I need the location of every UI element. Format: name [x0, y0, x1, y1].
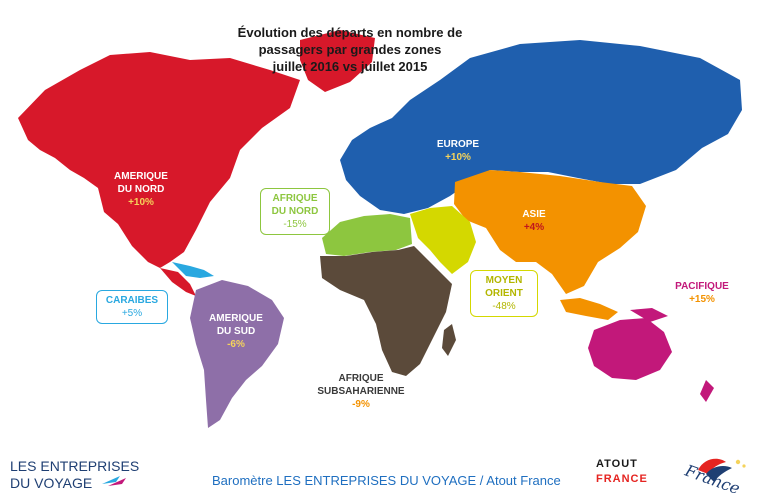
label-north-africa: AFRIQUE DU NORD -15%: [260, 188, 330, 235]
logo-line-2: DU VOYAGE: [10, 474, 139, 491]
label-middle-east-value: -48%: [492, 301, 516, 312]
label-north-america-line1: AMERIQUE: [114, 171, 168, 182]
region-subsaharan-africa: [320, 246, 452, 376]
label-caribbean-line1: CARAIBES: [105, 295, 159, 306]
label-north-africa-value: -15%: [283, 219, 307, 230]
region-caribbean: [172, 262, 214, 278]
label-pacific: PACIFIQUE +15%: [674, 280, 730, 306]
label-caribbean: CARAIBES +5%: [96, 290, 168, 324]
france-flag-icon: [698, 458, 746, 482]
logo-line-1: LES ENTREPRISES: [10, 458, 140, 474]
logo-line-2-text: DU VOYAGE: [10, 475, 93, 491]
atout-line-1: ATOUT: [596, 458, 638, 470]
region-new-guinea: [630, 308, 668, 322]
label-south-america-line2: DU SUD: [216, 326, 256, 337]
label-south-america-line1: AMERIQUE: [209, 313, 263, 324]
region-new-zealand: [700, 380, 714, 402]
logo-entreprises-du-voyage: LES ENTREPRISES DU VOYAGE: [10, 458, 139, 491]
label-middle-east: MOYEN ORIENT -48%: [470, 270, 538, 317]
label-europe: EUROPE +10%: [432, 138, 484, 164]
label-north-africa-line2: DU NORD: [271, 206, 319, 217]
label-north-america-line2: DU NORD: [117, 184, 165, 195]
region-europe: [340, 40, 742, 214]
label-north-america: AMERIQUE DU NORD +10%: [104, 170, 178, 209]
label-south-america: AMERIQUE DU SUD -6%: [200, 312, 272, 351]
label-caribbean-value: +5%: [121, 308, 143, 319]
region-north-africa: [322, 214, 412, 256]
label-asia-value: +4%: [523, 222, 545, 233]
title-line-1: Évolution des départs en nombre de: [237, 25, 463, 40]
map-title: Évolution des départs en nombre de passa…: [200, 24, 500, 75]
label-subsaharan-africa: AFRIQUE SUBSAHARIENNE -9%: [316, 372, 406, 411]
region-asia: [454, 170, 646, 294]
label-europe-line1: EUROPE: [436, 139, 480, 150]
region-greenland: [300, 30, 375, 92]
label-asia: ASIE +4%: [514, 208, 554, 234]
region-madagascar: [442, 324, 456, 356]
label-middle-east-line2: ORIENT: [485, 288, 523, 299]
region-se-asia: [560, 298, 618, 320]
region-central-america: [160, 268, 196, 296]
label-subsaharan-africa-line2: SUBSAHARIENNE: [317, 386, 405, 397]
region-north-america: [18, 52, 300, 268]
label-north-africa-line1: AFRIQUE: [272, 193, 318, 204]
label-asia-line1: ASIE: [522, 209, 546, 220]
region-australia: [588, 318, 672, 380]
region-middle-east: [410, 206, 476, 274]
label-subsaharan-africa-value: -9%: [352, 399, 370, 410]
label-pacific-value: +15%: [689, 294, 715, 305]
region-south-america: [190, 280, 284, 428]
title-line-3: juillet 2016 vs juillet 2015: [272, 59, 428, 74]
atout-line-2: FRANCE: [596, 473, 648, 485]
footer-caption: Baromètre LES ENTREPRISES DU VOYAGE / At…: [212, 473, 561, 488]
label-north-america-value: +10%: [128, 197, 154, 208]
title-line-2: passagers par grandes zones: [258, 42, 442, 57]
label-subsaharan-africa-line1: AFRIQUE: [338, 373, 384, 384]
logo-france: France: [676, 452, 756, 498]
label-south-america-value: -6%: [227, 339, 245, 350]
label-europe-value: +10%: [445, 152, 471, 163]
label-pacific-line1: PACIFIQUE: [675, 281, 729, 292]
arrow-logo-icon: [102, 474, 128, 488]
label-middle-east-line1: MOYEN: [485, 275, 523, 286]
logo-atout-france: ATOUT FRANCE: [592, 452, 658, 492]
